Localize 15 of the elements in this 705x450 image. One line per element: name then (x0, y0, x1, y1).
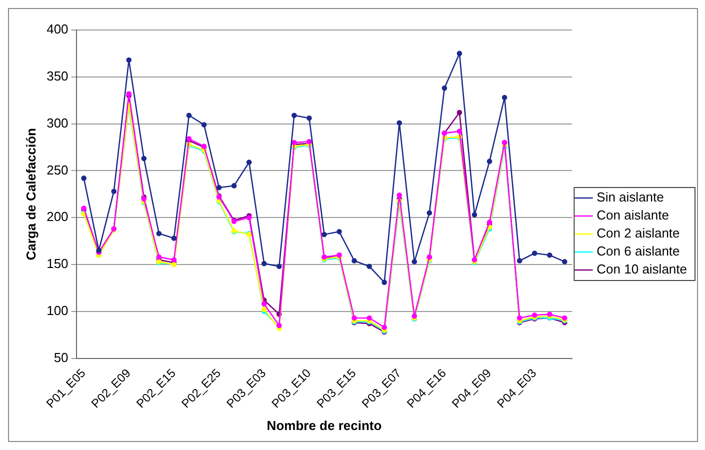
y-tick-label: 350 (46, 68, 68, 84)
legend-label: Con 10 aislante (596, 262, 688, 277)
y-tick-label: 300 (46, 115, 68, 130)
legend-label: Sin aislante (596, 190, 664, 205)
y-tick-label: 200 (46, 209, 68, 224)
y-axis-title: Carga de Calefacción (23, 128, 38, 260)
y-tick-label: 250 (46, 162, 68, 178)
y-tick-label: 50 (54, 350, 68, 365)
legend-label: Con 6 aislante (596, 244, 680, 259)
y-tick-label: 100 (46, 302, 68, 318)
legend-label: Con aislante (596, 208, 669, 223)
legend-label: Con 2 aislante (596, 226, 680, 241)
x-axis-title: Nombre de recinto (266, 418, 382, 433)
y-tick-label: 150 (46, 256, 68, 272)
y-tick-label: 400 (46, 22, 68, 37)
